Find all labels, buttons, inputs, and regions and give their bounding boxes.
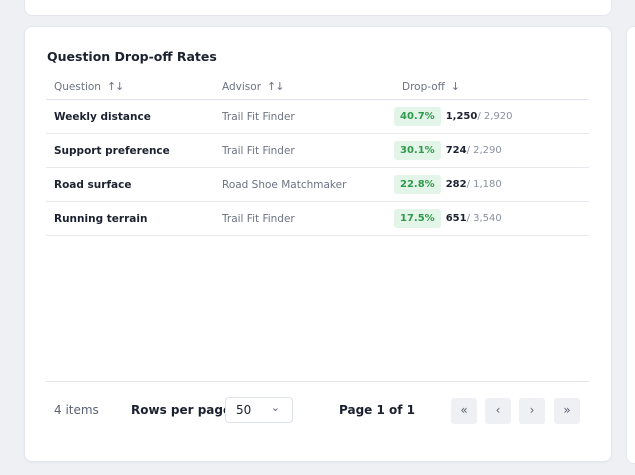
dropoff-cell: 22.8% 282/ 1,180 [394, 167, 589, 202]
dropoff-count: 651 [445, 213, 467, 224]
rows-per-page-select[interactable]: 50 ⌄ [225, 397, 293, 423]
sort-both-icon[interactable]: ↑↓ [267, 79, 284, 93]
dropoff-total: / 3,540 [466, 213, 502, 224]
last-page-button[interactable]: » [554, 398, 580, 424]
dropoff-total: / 2,290 [466, 145, 502, 156]
advisor-cell: Trail Fit Finder [214, 201, 394, 236]
dropoff-badge: 22.8% [394, 175, 441, 194]
column-header-label: Drop-off [402, 80, 445, 93]
prev-page-button[interactable]: ‹ [485, 398, 511, 424]
dropoff-badge: 17.5% [394, 209, 441, 228]
sort-both-icon[interactable]: ↑↓ [106, 79, 124, 93]
card-title: Question Drop-off Rates [47, 49, 217, 64]
dropoff-count: 724 [445, 145, 467, 156]
dropoff-badge: 30.1% [394, 141, 441, 160]
page-info: Page 1 of 1 [339, 403, 415, 417]
dropoff-cell: 30.1% 724/ 2,290 [394, 133, 589, 168]
table-row[interactable]: Road surface Road Shoe Matchmaker 22.8% 2… [46, 167, 589, 202]
column-header-label: Question [54, 80, 101, 93]
dropoff-badge: 40.7% [394, 107, 441, 126]
column-header-question[interactable]: Question ↑↓ [46, 73, 214, 100]
dropoff-card: Question Drop-off Rates Question ↑↓ Advis… [24, 26, 612, 462]
question-cell: Road surface [46, 167, 214, 202]
table-row[interactable]: Weekly distance Trail Fit Finder 40.7% 1,… [46, 99, 589, 134]
dropoff-cell: 40.7% 1,250/ 2,920 [394, 99, 589, 134]
double-chevron-right-icon: » [563, 403, 571, 417]
first-page-button[interactable]: « [451, 398, 477, 424]
rows-per-page-label: Rows per page [131, 403, 232, 417]
column-header-label: Advisor [222, 80, 262, 93]
question-cell: Weekly distance [46, 99, 214, 134]
rows-per-page-value: 50 [236, 403, 252, 417]
table-header-row: Question ↑↓ Advisor ↑↓ Drop-off ↓ [46, 73, 589, 100]
card-right-partial [626, 26, 635, 464]
chevron-right-icon: › [529, 403, 535, 417]
dropoff-cell: 17.5% 651/ 3,540 [394, 201, 589, 236]
items-count: 4 items [54, 403, 99, 417]
dropoff-total: / 1,180 [466, 179, 502, 190]
next-page-button[interactable]: › [519, 398, 545, 424]
dropoff-count: 1,250 [445, 111, 478, 122]
double-chevron-left-icon: « [460, 403, 468, 417]
table-row[interactable]: Support preference Trail Fit Finder 30.1… [46, 133, 589, 168]
column-header-advisor[interactable]: Advisor ↑↓ [214, 73, 394, 100]
card-above [24, 0, 612, 16]
question-cell: Running terrain [46, 201, 214, 236]
dropoff-table: Question ↑↓ Advisor ↑↓ Drop-off ↓ Weekly di… [46, 73, 589, 236]
dropoff-total: / 2,920 [477, 111, 513, 122]
chevron-down-icon: ⌄ [270, 401, 280, 414]
dropoff-count: 282 [445, 179, 467, 190]
sort-desc-icon[interactable]: ↓ [450, 79, 460, 93]
advisor-cell: Trail Fit Finder [214, 99, 394, 134]
advisor-cell: Trail Fit Finder [214, 133, 394, 168]
footer-divider [46, 381, 589, 382]
column-header-dropoff[interactable]: Drop-off ↓ [394, 73, 589, 100]
table-row[interactable]: Running terrain Trail Fit Finder 17.5% 65… [46, 201, 589, 236]
chevron-left-icon: ‹ [495, 403, 501, 417]
advisor-cell: Road Shoe Matchmaker [214, 167, 394, 202]
question-cell: Support preference [46, 133, 214, 168]
